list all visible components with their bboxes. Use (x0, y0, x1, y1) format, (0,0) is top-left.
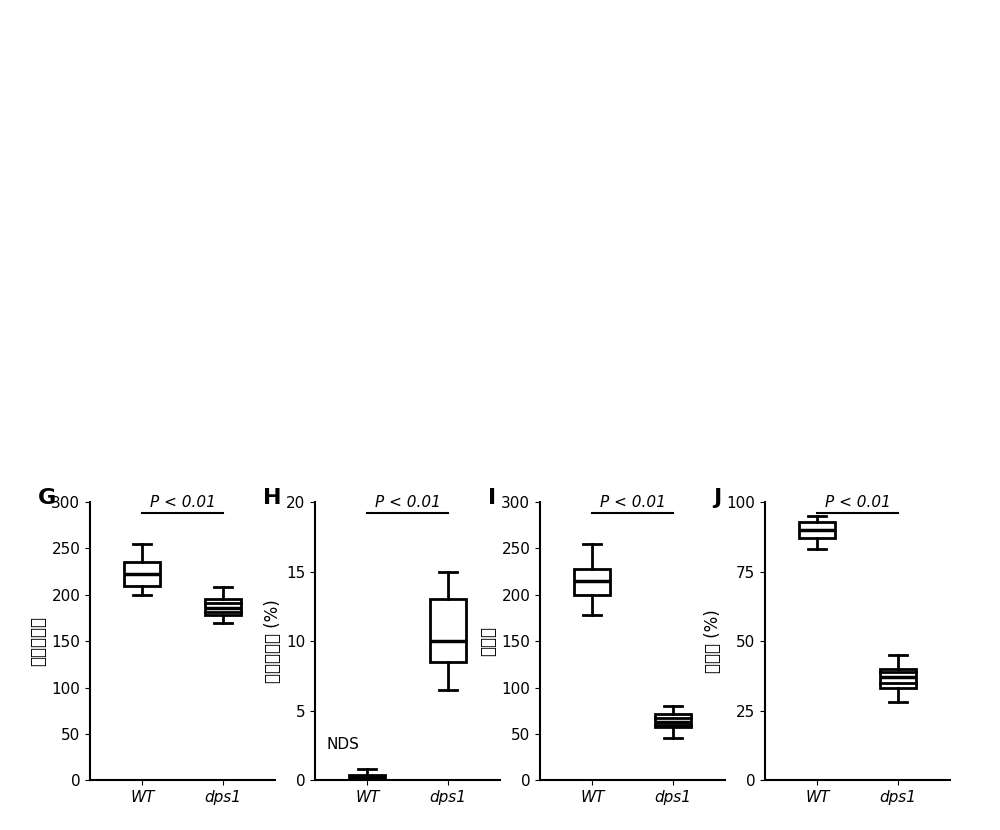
Text: P < 0.01: P < 0.01 (150, 496, 215, 510)
PathPatch shape (349, 774, 385, 780)
PathPatch shape (430, 599, 466, 662)
Text: P < 0.01: P < 0.01 (375, 496, 440, 510)
PathPatch shape (880, 669, 916, 688)
Text: I: I (488, 488, 496, 508)
Text: G: G (38, 488, 56, 508)
Text: J: J (713, 488, 721, 508)
PathPatch shape (124, 563, 160, 586)
Y-axis label: 每穗小稗数: 每穗小稗数 (29, 616, 47, 666)
PathPatch shape (574, 569, 610, 595)
Text: H: H (263, 488, 282, 508)
Text: F: F (845, 12, 860, 32)
Text: P < 0.01: P < 0.01 (825, 496, 890, 510)
Text: A: A (12, 12, 29, 32)
Text: NDS: NDS (326, 737, 359, 752)
Y-axis label: 稗粒数: 稗粒数 (479, 626, 497, 657)
Text: P < 0.01: P < 0.01 (600, 496, 665, 510)
Text: D: D (558, 12, 576, 32)
Text: B: B (302, 12, 319, 32)
Y-axis label: 小稗退化率 (%): 小稗退化率 (%) (264, 599, 282, 683)
PathPatch shape (655, 715, 691, 727)
Text: E: E (697, 12, 712, 32)
Text: C: C (432, 12, 448, 32)
PathPatch shape (205, 598, 241, 615)
Y-axis label: 结实率 (%): 结实率 (%) (704, 609, 722, 673)
PathPatch shape (799, 521, 835, 539)
